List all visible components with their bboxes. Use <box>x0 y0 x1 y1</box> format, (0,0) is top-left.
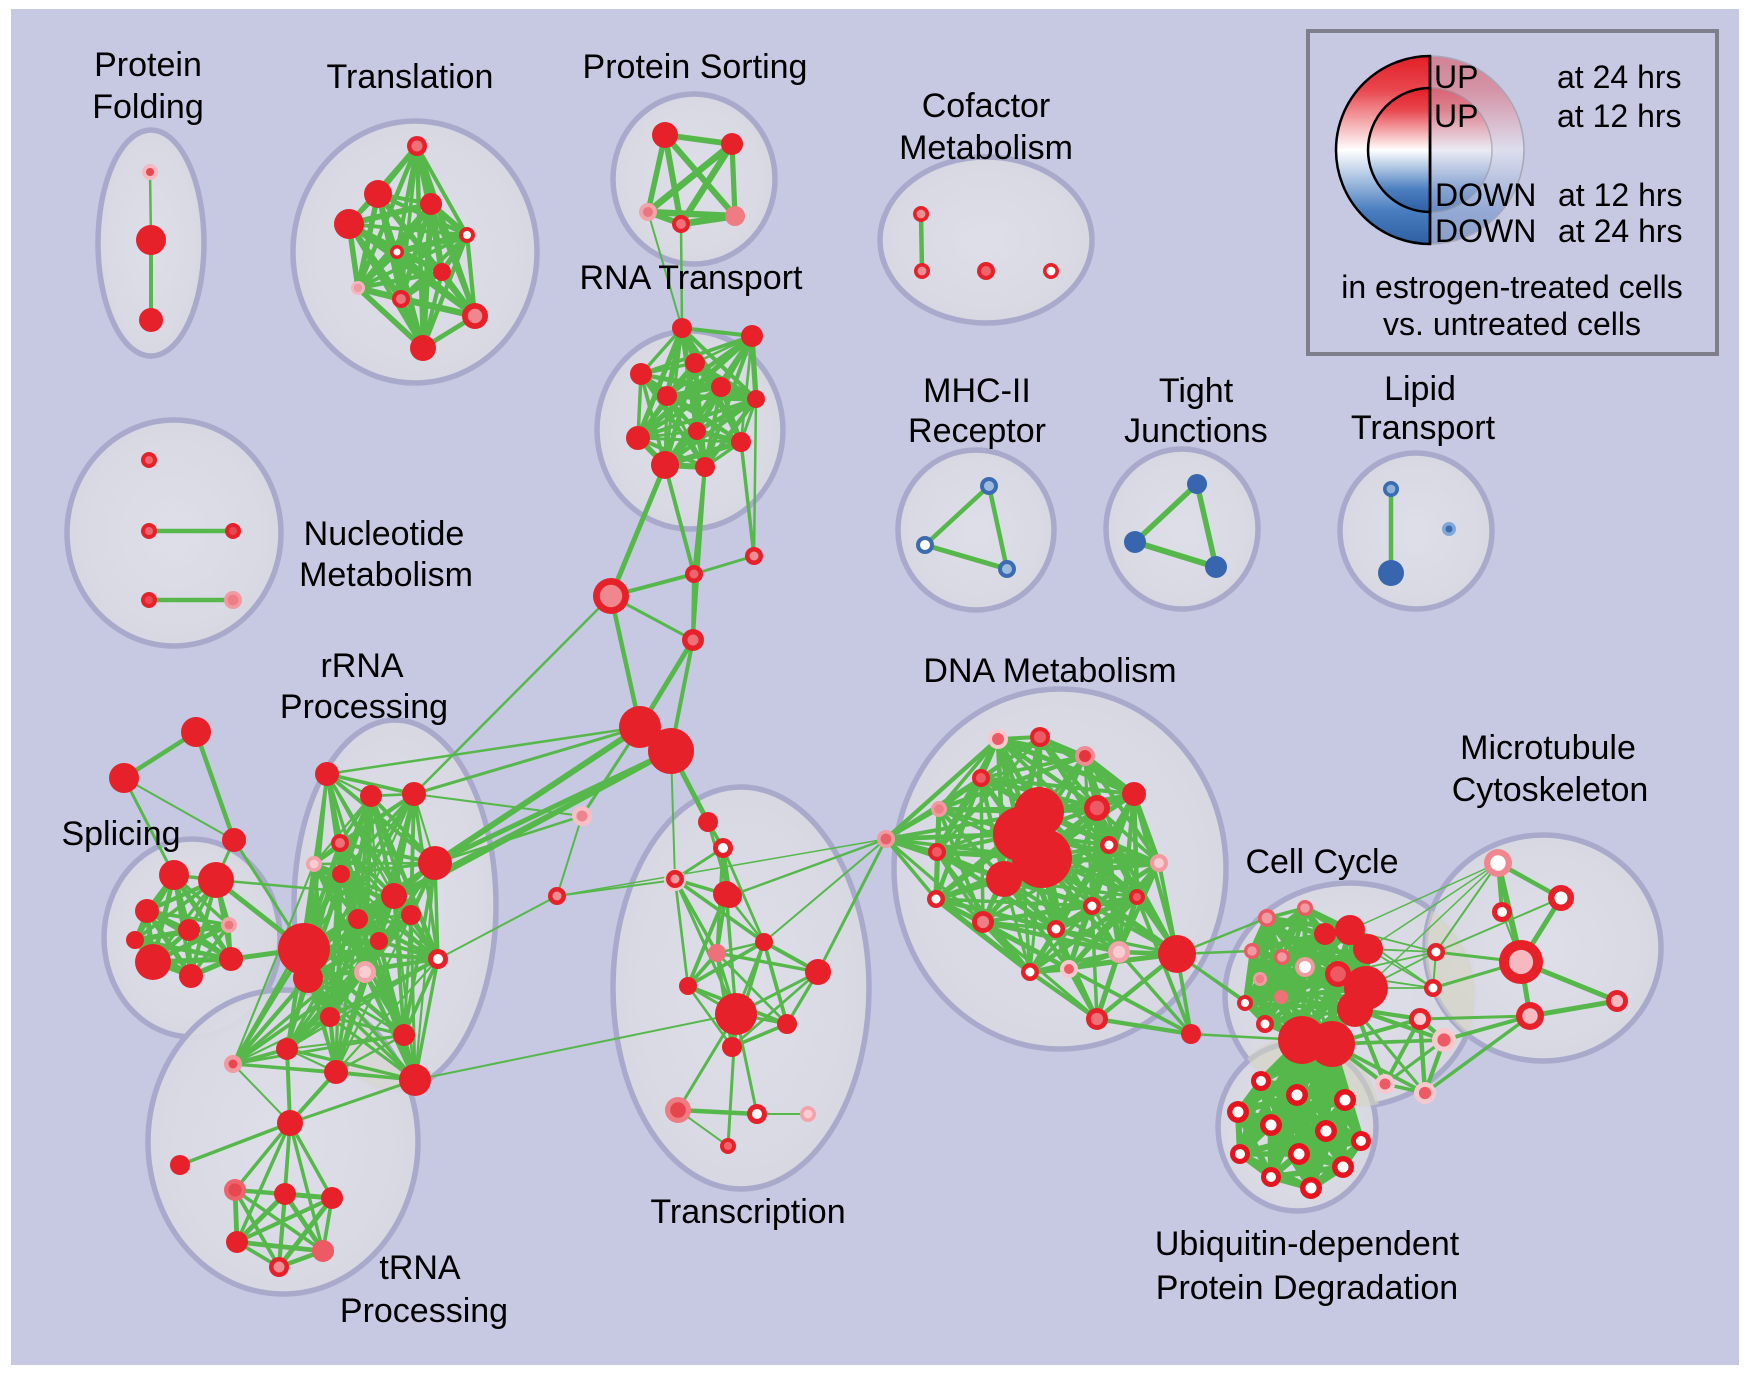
svg-text:at 12 hrs: at 12 hrs <box>1558 177 1683 213</box>
svg-text:at 24 hrs: at 24 hrs <box>1557 59 1682 95</box>
svg-text:Cofactor: Cofactor <box>922 87 1051 125</box>
svg-text:Metabolism: Metabolism <box>899 129 1073 167</box>
svg-text:Cytoskeleton: Cytoskeleton <box>1452 771 1649 809</box>
svg-text:rRNA: rRNA <box>320 647 403 685</box>
svg-text:Splicing: Splicing <box>61 815 180 853</box>
svg-text:Folding: Folding <box>92 88 204 126</box>
svg-text:tRNA: tRNA <box>379 1249 461 1287</box>
svg-text:at 24 hrs: at 24 hrs <box>1558 213 1683 249</box>
svg-text:Protein Sorting: Protein Sorting <box>583 48 808 86</box>
svg-text:DNA Metabolism: DNA Metabolism <box>923 652 1176 690</box>
svg-text:Junctions: Junctions <box>1124 412 1268 450</box>
svg-text:Microtubule: Microtubule <box>1460 729 1636 767</box>
svg-text:in estrogen-treated cells: in estrogen-treated cells <box>1341 269 1683 305</box>
svg-text:Translation: Translation <box>327 58 494 96</box>
svg-text:UP: UP <box>1434 59 1478 95</box>
svg-text:Transport: Transport <box>1351 409 1496 447</box>
svg-text:UP: UP <box>1434 98 1478 134</box>
svg-text:MHC-II: MHC-II <box>923 372 1031 410</box>
svg-text:Nucleotide: Nucleotide <box>304 515 465 553</box>
svg-text:Cell Cycle: Cell Cycle <box>1245 843 1398 881</box>
svg-text:Receptor: Receptor <box>908 412 1046 450</box>
svg-text:Protein: Protein <box>94 46 202 84</box>
svg-text:Lipid: Lipid <box>1384 370 1456 408</box>
svg-text:DOWN: DOWN <box>1435 177 1536 213</box>
svg-text:vs. untreated cells: vs. untreated cells <box>1383 306 1641 342</box>
svg-text:RNA Transport: RNA Transport <box>580 259 804 297</box>
svg-text:Processing: Processing <box>280 688 448 726</box>
svg-text:Metabolism: Metabolism <box>299 556 473 594</box>
svg-text:Processing: Processing <box>340 1292 508 1330</box>
svg-text:Transcription: Transcription <box>650 1193 845 1231</box>
svg-text:Ubiquitin-dependent: Ubiquitin-dependent <box>1155 1225 1460 1263</box>
svg-text:Tight: Tight <box>1159 372 1234 410</box>
svg-text:DOWN: DOWN <box>1435 213 1536 249</box>
svg-text:at 12 hrs: at 12 hrs <box>1557 98 1682 134</box>
svg-text:Protein Degradation: Protein Degradation <box>1156 1269 1458 1307</box>
